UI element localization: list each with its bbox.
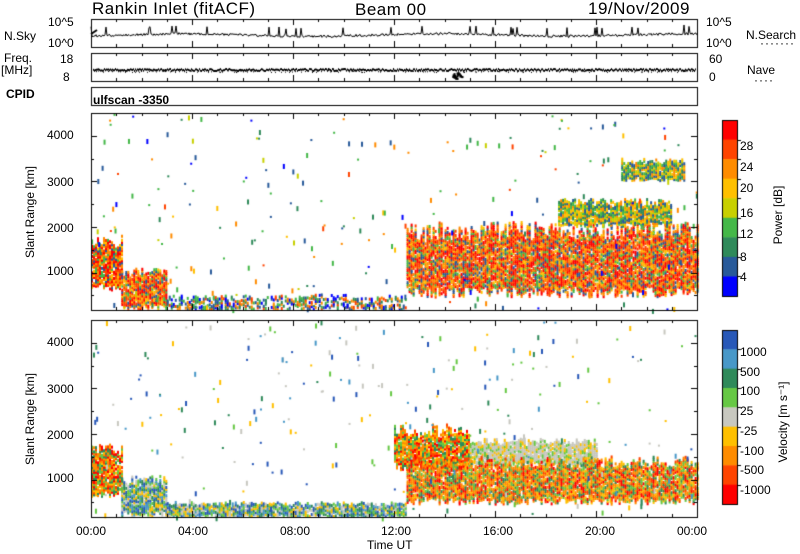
nave-tick-low: 0 [709,70,716,84]
xaxis-label: Time UT [367,538,413,552]
nsearch-dotted-legend: ······· [760,36,795,50]
power-cbar-tick-24: 24 [740,160,754,174]
vel-cbar-tick-neg1000: -1000 [740,483,771,497]
nsearch-label: N.Search [746,28,797,42]
xtick-0400: 04:00 [178,524,209,538]
nave-tick-high: 60 [709,52,723,66]
power-cbar-tick-28: 28 [740,139,754,153]
power-ytick-2000: 2000 [47,221,74,235]
vel-ytick-4000: 4000 [47,335,74,349]
nave-dotted-legend: ···· [754,73,774,87]
vel-ytick-1000: 1000 [47,471,74,485]
power-cbar-tick-20: 20 [740,181,754,195]
power-cbar-tick-16: 16 [740,206,754,220]
vel-ytick-3000: 3000 [47,382,74,396]
power-ylabel: Slant Range [km] [23,165,37,259]
date-title: 19/Nov/2009 [588,0,690,18]
nsearch-tick-high: 10^5 [706,15,732,29]
vel-cbar-tick-100: 100 [740,384,761,398]
station-title: Rankin Inlet (fitACF) [92,0,256,18]
vel-cbar-tick-neg100: -100 [740,444,765,458]
nsky-tick-high: 10^5 [48,15,74,29]
cpid-label: CPID [6,87,35,101]
freq-tick-high: 18 [60,52,74,66]
cpid-value: ulfscan -3350 [93,93,170,107]
vel-cbar-label: Velocity [m s⁻¹] [776,381,790,463]
power-ytick-4000: 4000 [47,128,74,142]
power-ytick-3000: 3000 [47,175,74,189]
nave-label: Nave [747,63,776,77]
xtick-1600: 16:00 [483,524,514,538]
beam-title: Beam 00 [355,0,427,19]
nsky-tick-low: 10^0 [48,36,74,50]
vel-cbar-tick-500: 500 [740,365,761,379]
power-cbar-tick-4: 4 [740,270,747,284]
nsky-label: N.Sky [4,29,37,43]
vel-ylabel: Slant Range [km] [23,372,37,466]
xtick-1200: 12:00 [381,524,412,538]
vel-cbar-tick-neg500: -500 [740,463,765,477]
freq-label: Freq. [4,51,33,65]
vel-cbar-tick-1000: 1000 [740,345,767,359]
xtick-0800: 08:00 [280,524,311,538]
vel-cbar-tick-neg25: -25 [740,424,758,438]
vel-ytick-2000: 2000 [47,428,74,442]
nsearch-tick-low: 10^0 [706,36,732,50]
freq-unit: [MHz] [1,63,33,77]
power-cbar-tick-8: 8 [740,250,747,264]
xtick-0000: 00:00 [76,524,107,538]
vel-cbar-tick-25: 25 [740,404,754,418]
freq-tick-low: 8 [63,70,70,84]
xtick-2400: 00:00 [677,524,708,538]
power-cbar-label: Power [dB] [771,185,785,245]
power-ytick-1000: 1000 [47,264,74,278]
xtick-2000: 20:00 [585,524,616,538]
power-cbar-tick-12: 12 [740,227,754,241]
